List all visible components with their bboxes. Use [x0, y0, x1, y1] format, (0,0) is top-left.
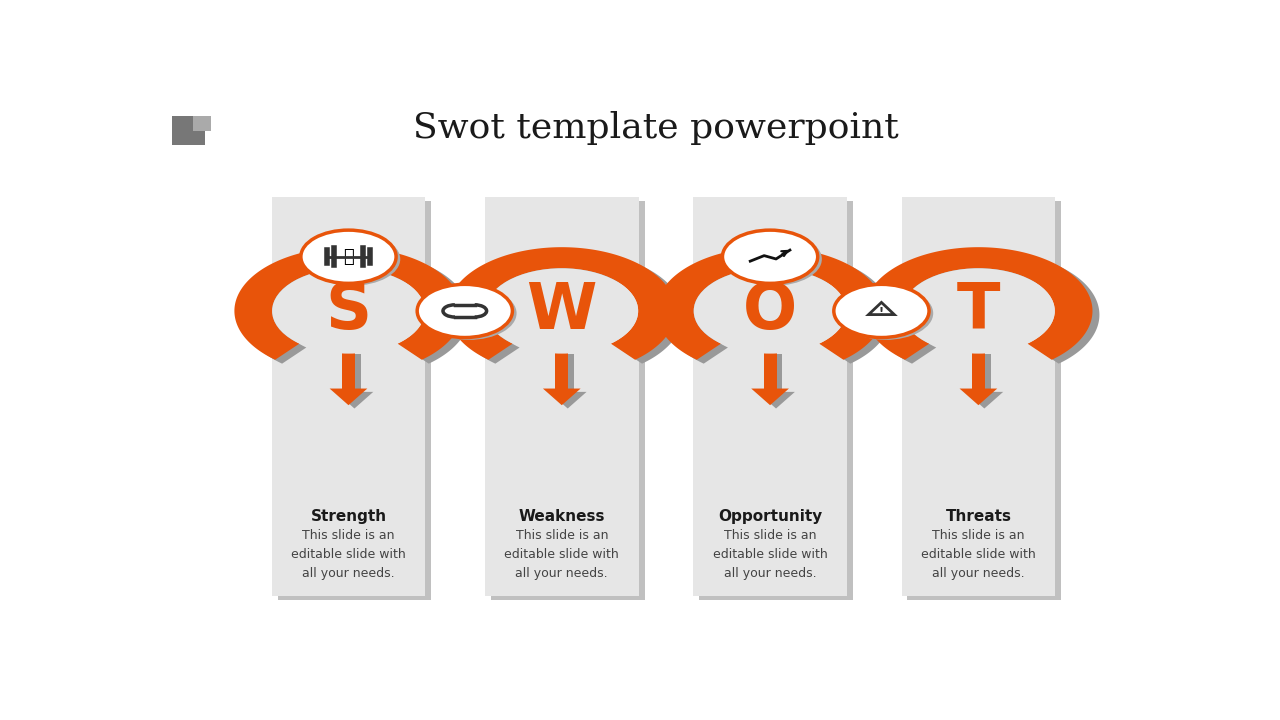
Text: This slide is an
editable slide with
all your needs.: This slide is an editable slide with all…	[922, 529, 1036, 580]
Circle shape	[301, 230, 396, 284]
Circle shape	[902, 269, 1055, 354]
Bar	[278, 201, 431, 600]
Bar	[561, 354, 575, 392]
Circle shape	[485, 269, 639, 354]
Circle shape	[833, 284, 929, 338]
Bar	[490, 201, 645, 600]
Bar	[769, 354, 782, 392]
Bar	[556, 351, 568, 389]
Polygon shape	[242, 251, 470, 364]
Circle shape	[421, 287, 517, 340]
Text: Strength: Strength	[311, 508, 387, 523]
Bar	[694, 197, 847, 596]
Polygon shape	[330, 389, 367, 405]
Bar	[172, 116, 205, 145]
Polygon shape	[960, 389, 997, 405]
Polygon shape	[864, 247, 1092, 360]
Text: !: !	[879, 307, 884, 317]
Polygon shape	[758, 392, 795, 408]
Bar	[485, 197, 639, 596]
Bar	[342, 351, 355, 389]
Circle shape	[694, 269, 846, 354]
Text: W: W	[526, 280, 596, 342]
Polygon shape	[543, 389, 581, 405]
Polygon shape	[751, 389, 788, 405]
Bar	[348, 354, 361, 392]
Bar	[972, 351, 984, 389]
Circle shape	[722, 230, 818, 284]
Circle shape	[273, 269, 425, 354]
Text: This slide is an
editable slide with
all your needs.: This slide is an editable slide with all…	[713, 529, 827, 580]
Circle shape	[727, 233, 822, 286]
Bar	[908, 201, 1061, 600]
Polygon shape	[335, 392, 374, 408]
Circle shape	[417, 284, 512, 338]
Circle shape	[838, 287, 933, 340]
Polygon shape	[657, 247, 884, 360]
Bar	[901, 197, 1055, 596]
Polygon shape	[872, 251, 1100, 364]
Circle shape	[305, 233, 401, 286]
Text: Weakness: Weakness	[518, 508, 605, 523]
Polygon shape	[965, 392, 1004, 408]
Polygon shape	[234, 247, 462, 360]
Bar	[193, 116, 211, 131]
Text: This slide is an
editable slide with
all your needs.: This slide is an editable slide with all…	[291, 529, 406, 580]
Polygon shape	[549, 392, 586, 408]
Bar	[978, 354, 991, 392]
Polygon shape	[454, 251, 682, 364]
Text: Swot template powerpoint: Swot template powerpoint	[413, 112, 899, 145]
Text: O: O	[742, 280, 797, 342]
Text: 🏋: 🏋	[343, 248, 353, 266]
Text: S: S	[325, 280, 371, 342]
Text: Opportunity: Opportunity	[718, 508, 822, 523]
Text: Threats: Threats	[946, 508, 1011, 523]
Bar	[764, 351, 777, 389]
Bar	[271, 197, 425, 596]
Text: This slide is an
editable slide with
all your needs.: This slide is an editable slide with all…	[504, 529, 620, 580]
Polygon shape	[448, 247, 676, 360]
Polygon shape	[663, 251, 891, 364]
Bar	[699, 201, 852, 600]
Text: T: T	[956, 280, 1000, 342]
